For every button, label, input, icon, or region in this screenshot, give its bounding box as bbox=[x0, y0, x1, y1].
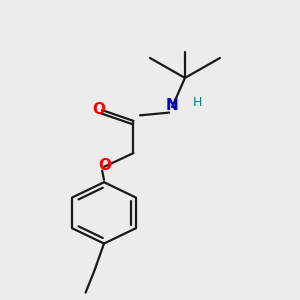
Text: H: H bbox=[193, 96, 203, 109]
Text: O: O bbox=[98, 158, 111, 173]
Text: N: N bbox=[166, 98, 178, 113]
Text: O: O bbox=[93, 102, 106, 117]
